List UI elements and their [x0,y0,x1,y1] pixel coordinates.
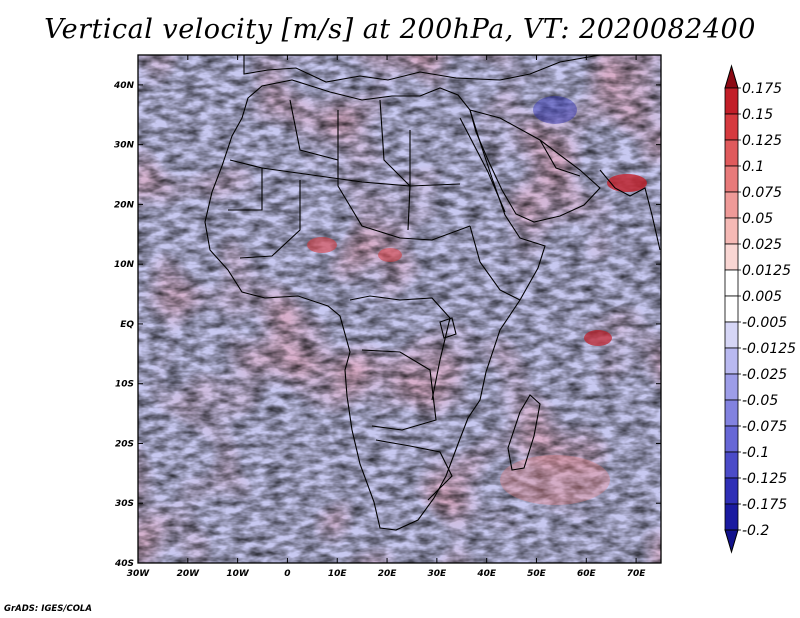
colorbar-bottom-arrow [724,529,739,554]
colorbar-label: 0.075 [742,185,782,201]
border-line-4 [239,180,301,259]
colorbar-label: 0.175 [742,81,782,97]
colorbar-label: 0.15 [742,107,773,123]
lon-tick-label: 10W [226,569,250,579]
lat-tick-label: 20N [114,200,135,210]
colorbar-segment [724,477,739,505]
lon-tick-label: 40E [476,569,497,579]
lon-tick-label: 10E [328,569,348,579]
colorbar-label: 0.125 [742,133,782,149]
colorbar-segment [724,425,739,453]
border-line-6 [361,349,437,431]
plot-area: 30W 20W 10W 0 10E 20E 30E 40E 50E 60E 70E 40N 30N 20… [113,54,662,579]
colorbar-label: -0.0125 [742,341,796,357]
colorbar-label: -0.2 [742,523,769,539]
colorbar-segment [724,295,739,323]
south-asia-coastline [599,169,661,251]
colorbar-segment [724,451,739,479]
lon-tick-label: 30E [428,569,448,579]
lon-tick-label: 20W [177,569,201,579]
ascent-sahel [307,237,337,253]
lat-tick-label: 40S [114,559,134,569]
border-line-7 [375,439,453,501]
colorbar-label: -0.175 [742,497,787,513]
colorbar-segment [724,503,739,531]
plot-frame [137,54,662,564]
colorbar-segment [724,217,739,245]
lon-tick-label: 60E [577,569,597,579]
border-line-11 [379,99,411,187]
colorbar-label: -0.125 [742,471,787,487]
colorbar-segment [724,113,739,141]
map-title: Vertical velocity [m/s] at 200hPa, VT: 2… [44,14,756,45]
lat-tick-label: EQ [120,320,134,330]
grads-credit: GrADS: IGES/COLA [4,604,92,614]
border-line-5 [349,295,451,401]
colorbar-label: 0.0125 [742,263,791,279]
velocity-texture [138,55,661,563]
colorbar-segment [724,373,739,401]
colorbar-label: 0.05 [742,211,773,227]
africa-coastline [204,79,546,531]
border-line-8 [469,225,521,301]
colorbar-label: 0.1 [742,159,764,175]
colorbar-segment [724,165,739,193]
strong-ascent-indian-ocean [584,330,612,346]
colorbar-segment [724,347,739,375]
lon-tick-label: 70E [627,569,647,579]
lat-tick-label: 30N [114,141,135,151]
lat-tick-label: 10N [114,260,135,270]
colorbar-top-arrow [724,64,739,89]
lon-tick-label: 0 [284,569,290,579]
colorbar-segment [724,269,739,297]
lat-tick-label: 20S [115,439,134,449]
colorbar-label: 0.025 [742,237,782,253]
lat-tick-label: 30S [115,499,134,509]
colorbar-segment [724,87,739,115]
longitude-axis: 30W 20W 10W 0 10E 20E 30E 40E 50E 60E 70E [127,55,647,579]
lake-victoria [439,317,457,339]
lon-tick-label: 20E [378,569,398,579]
red-sea [459,117,506,213]
lat-tick-label: 40N [113,81,135,91]
border-line-10 [289,99,339,161]
border-line-9 [228,159,263,211]
colorbar-label: -0.025 [742,367,787,383]
strong-ascent-south-asia [607,174,647,192]
lon-tick-label: 30W [127,569,151,579]
colorbar-label: -0.075 [742,419,787,435]
lat-tick-label: 10S [115,380,134,390]
colorbar-segment [724,399,739,427]
colorbar-segment [724,191,739,219]
latitude-axis: 40N 30N 20N 10N EQ 10S 20S 30S 40S [113,81,661,569]
lon-tick-label: 50E [527,569,547,579]
ascent-central-africa [378,248,402,262]
colorbar-label: -0.05 [742,393,778,409]
colorbar-segment [724,321,739,349]
colorbar-legend: 0.175 0.15 0.125 0.1 0.075 0.05 0.025 0.0125 0.0… [724,64,796,554]
border-line-1 [261,167,461,187]
colorbar-label: -0.005 [742,315,787,331]
colorbar-label: 0.005 [742,289,782,305]
colorbar-segment [724,243,739,271]
border-line-2 [337,110,471,241]
ascent-southwest-indian-ocean [500,455,610,505]
coastlines-and-borders [204,55,661,531]
persian-gulf [539,139,581,177]
subsidence-middle-east [533,96,577,124]
europe-coastline [243,55,601,83]
colorbar-label: -0.1 [742,445,769,461]
colorbar-segment [724,139,739,167]
madagascar-coastline [507,394,541,471]
